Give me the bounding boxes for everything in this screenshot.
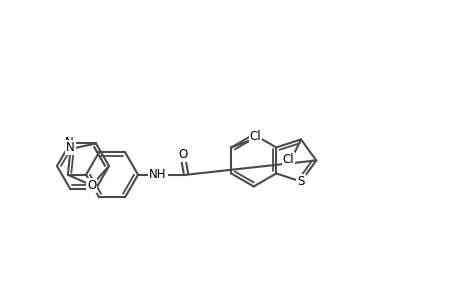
Text: O: O [87,179,96,192]
Text: N: N [66,141,75,154]
Text: NH: NH [149,168,166,181]
Text: S: S [297,175,304,188]
Text: N: N [64,136,73,149]
Text: O: O [178,148,187,161]
Text: Cl: Cl [282,153,294,166]
Text: Cl: Cl [249,130,261,143]
